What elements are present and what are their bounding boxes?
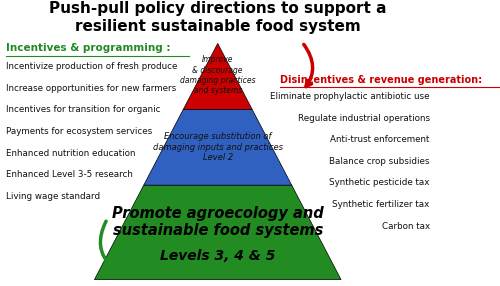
Text: Improve
& discourage
damaging practices
and systems: Improve & discourage damaging practices … — [180, 55, 256, 96]
Polygon shape — [94, 185, 341, 280]
Text: Enhanced nutrition education: Enhanced nutrition education — [6, 149, 135, 158]
Text: Carbon tax: Carbon tax — [382, 222, 430, 231]
Text: Incentivize production of fresh produce: Incentivize production of fresh produce — [6, 62, 177, 71]
Text: Anti-trust enforcement: Anti-trust enforcement — [330, 135, 430, 144]
Text: Payments for ecosystem services: Payments for ecosystem services — [6, 127, 152, 136]
Text: Synthetic fertilizer tax: Synthetic fertilizer tax — [332, 200, 430, 209]
Text: Increase opportunities for new farmers: Increase opportunities for new farmers — [6, 84, 176, 93]
Text: Incentives for transition for organic: Incentives for transition for organic — [6, 105, 160, 114]
Text: Enhanced Level 3-5 research: Enhanced Level 3-5 research — [6, 170, 132, 179]
Text: Disincentives & revenue generation:: Disincentives & revenue generation: — [280, 75, 482, 85]
Text: Living wage standard: Living wage standard — [6, 192, 100, 201]
Text: Encourage substitution of
damaging inputs and practices
Level 2: Encourage substitution of damaging input… — [152, 132, 282, 162]
Text: Incentives & programming :: Incentives & programming : — [6, 43, 170, 53]
Text: Levels 3, 4 & 5: Levels 3, 4 & 5 — [160, 249, 276, 263]
Text: Push-pull policy directions to support a
resilient sustainable food system: Push-pull policy directions to support a… — [49, 1, 386, 33]
Text: Eliminate prophylactic antibiotic use: Eliminate prophylactic antibiotic use — [270, 92, 430, 101]
Polygon shape — [144, 110, 292, 185]
Text: Promote agroecology and
sustainable food systems: Promote agroecology and sustainable food… — [112, 206, 324, 238]
Text: Balance crop subsidies: Balance crop subsidies — [329, 157, 430, 166]
Polygon shape — [183, 43, 252, 110]
Text: Regulate industrial operations: Regulate industrial operations — [298, 114, 430, 123]
Text: Synthetic pesticide tax: Synthetic pesticide tax — [330, 178, 430, 187]
